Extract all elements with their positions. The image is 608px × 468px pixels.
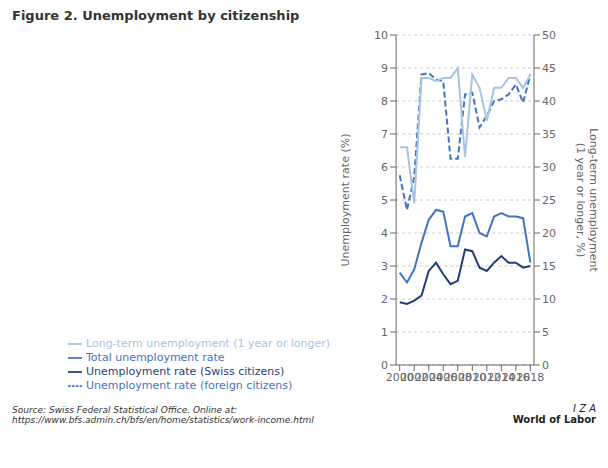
svg-text:0: 0 — [381, 359, 388, 372]
svg-text:5: 5 — [542, 326, 549, 339]
html-text:Unemployment rate (Swiss citiz: Unemployment rate (Swiss citizens) — [86, 365, 285, 378]
svg-text:1: 1 — [381, 326, 388, 339]
html-text:Total unemployment rate: Total unemployment rate — [86, 351, 225, 364]
svg-text:9: 9 — [381, 62, 388, 75]
svg-text:0: 0 — [542, 359, 549, 372]
svg-text:6: 6 — [381, 161, 388, 174]
svg-text:25: 25 — [542, 194, 556, 207]
svg-text:4: 4 — [381, 227, 388, 240]
html-text:Unemployment rate (foreign cit: Unemployment rate (foreign citizens) — [86, 379, 293, 392]
html-text:Long-term unemployment (1 year: Long-term unemployment (1 year or longer… — [86, 337, 331, 350]
svg-text:10: 10 — [374, 29, 388, 42]
html-text:Figure 2. Unemployment by citi: Figure 2. Unemployment by citizenship — [12, 8, 300, 23]
svg-text:20: 20 — [542, 227, 556, 240]
svg-text:Unemployment rate (%): Unemployment rate (%) — [339, 134, 352, 267]
svg-text:2: 2 — [381, 293, 388, 306]
svg-text:5: 5 — [381, 194, 388, 207]
svg-text:40: 40 — [542, 95, 556, 108]
html-text:Source: Swiss Federal Statisti: Source: Swiss Federal Statistical Office… — [12, 405, 314, 425]
html-text:I Z A: I Z A — [573, 403, 596, 414]
svg-text:3: 3 — [381, 260, 388, 273]
svg-text:45: 45 — [542, 62, 556, 75]
svg-text:50: 50 — [542, 29, 556, 42]
svg-text:35: 35 — [542, 128, 556, 141]
svg-text:10: 10 — [542, 293, 556, 306]
html-text:World of Labor: World of Labor — [512, 414, 596, 425]
svg-text:30: 30 — [542, 161, 556, 174]
svg-text:7: 7 — [381, 128, 388, 141]
svg-text:2018: 2018 — [516, 371, 544, 384]
svg-text:15: 15 — [542, 260, 556, 273]
svg-text:Long-term unemployment: Long-term unemployment — [587, 128, 600, 272]
svg-text:8: 8 — [381, 95, 388, 108]
svg-text:(1 year or longer, %): (1 year or longer, %) — [574, 143, 587, 257]
